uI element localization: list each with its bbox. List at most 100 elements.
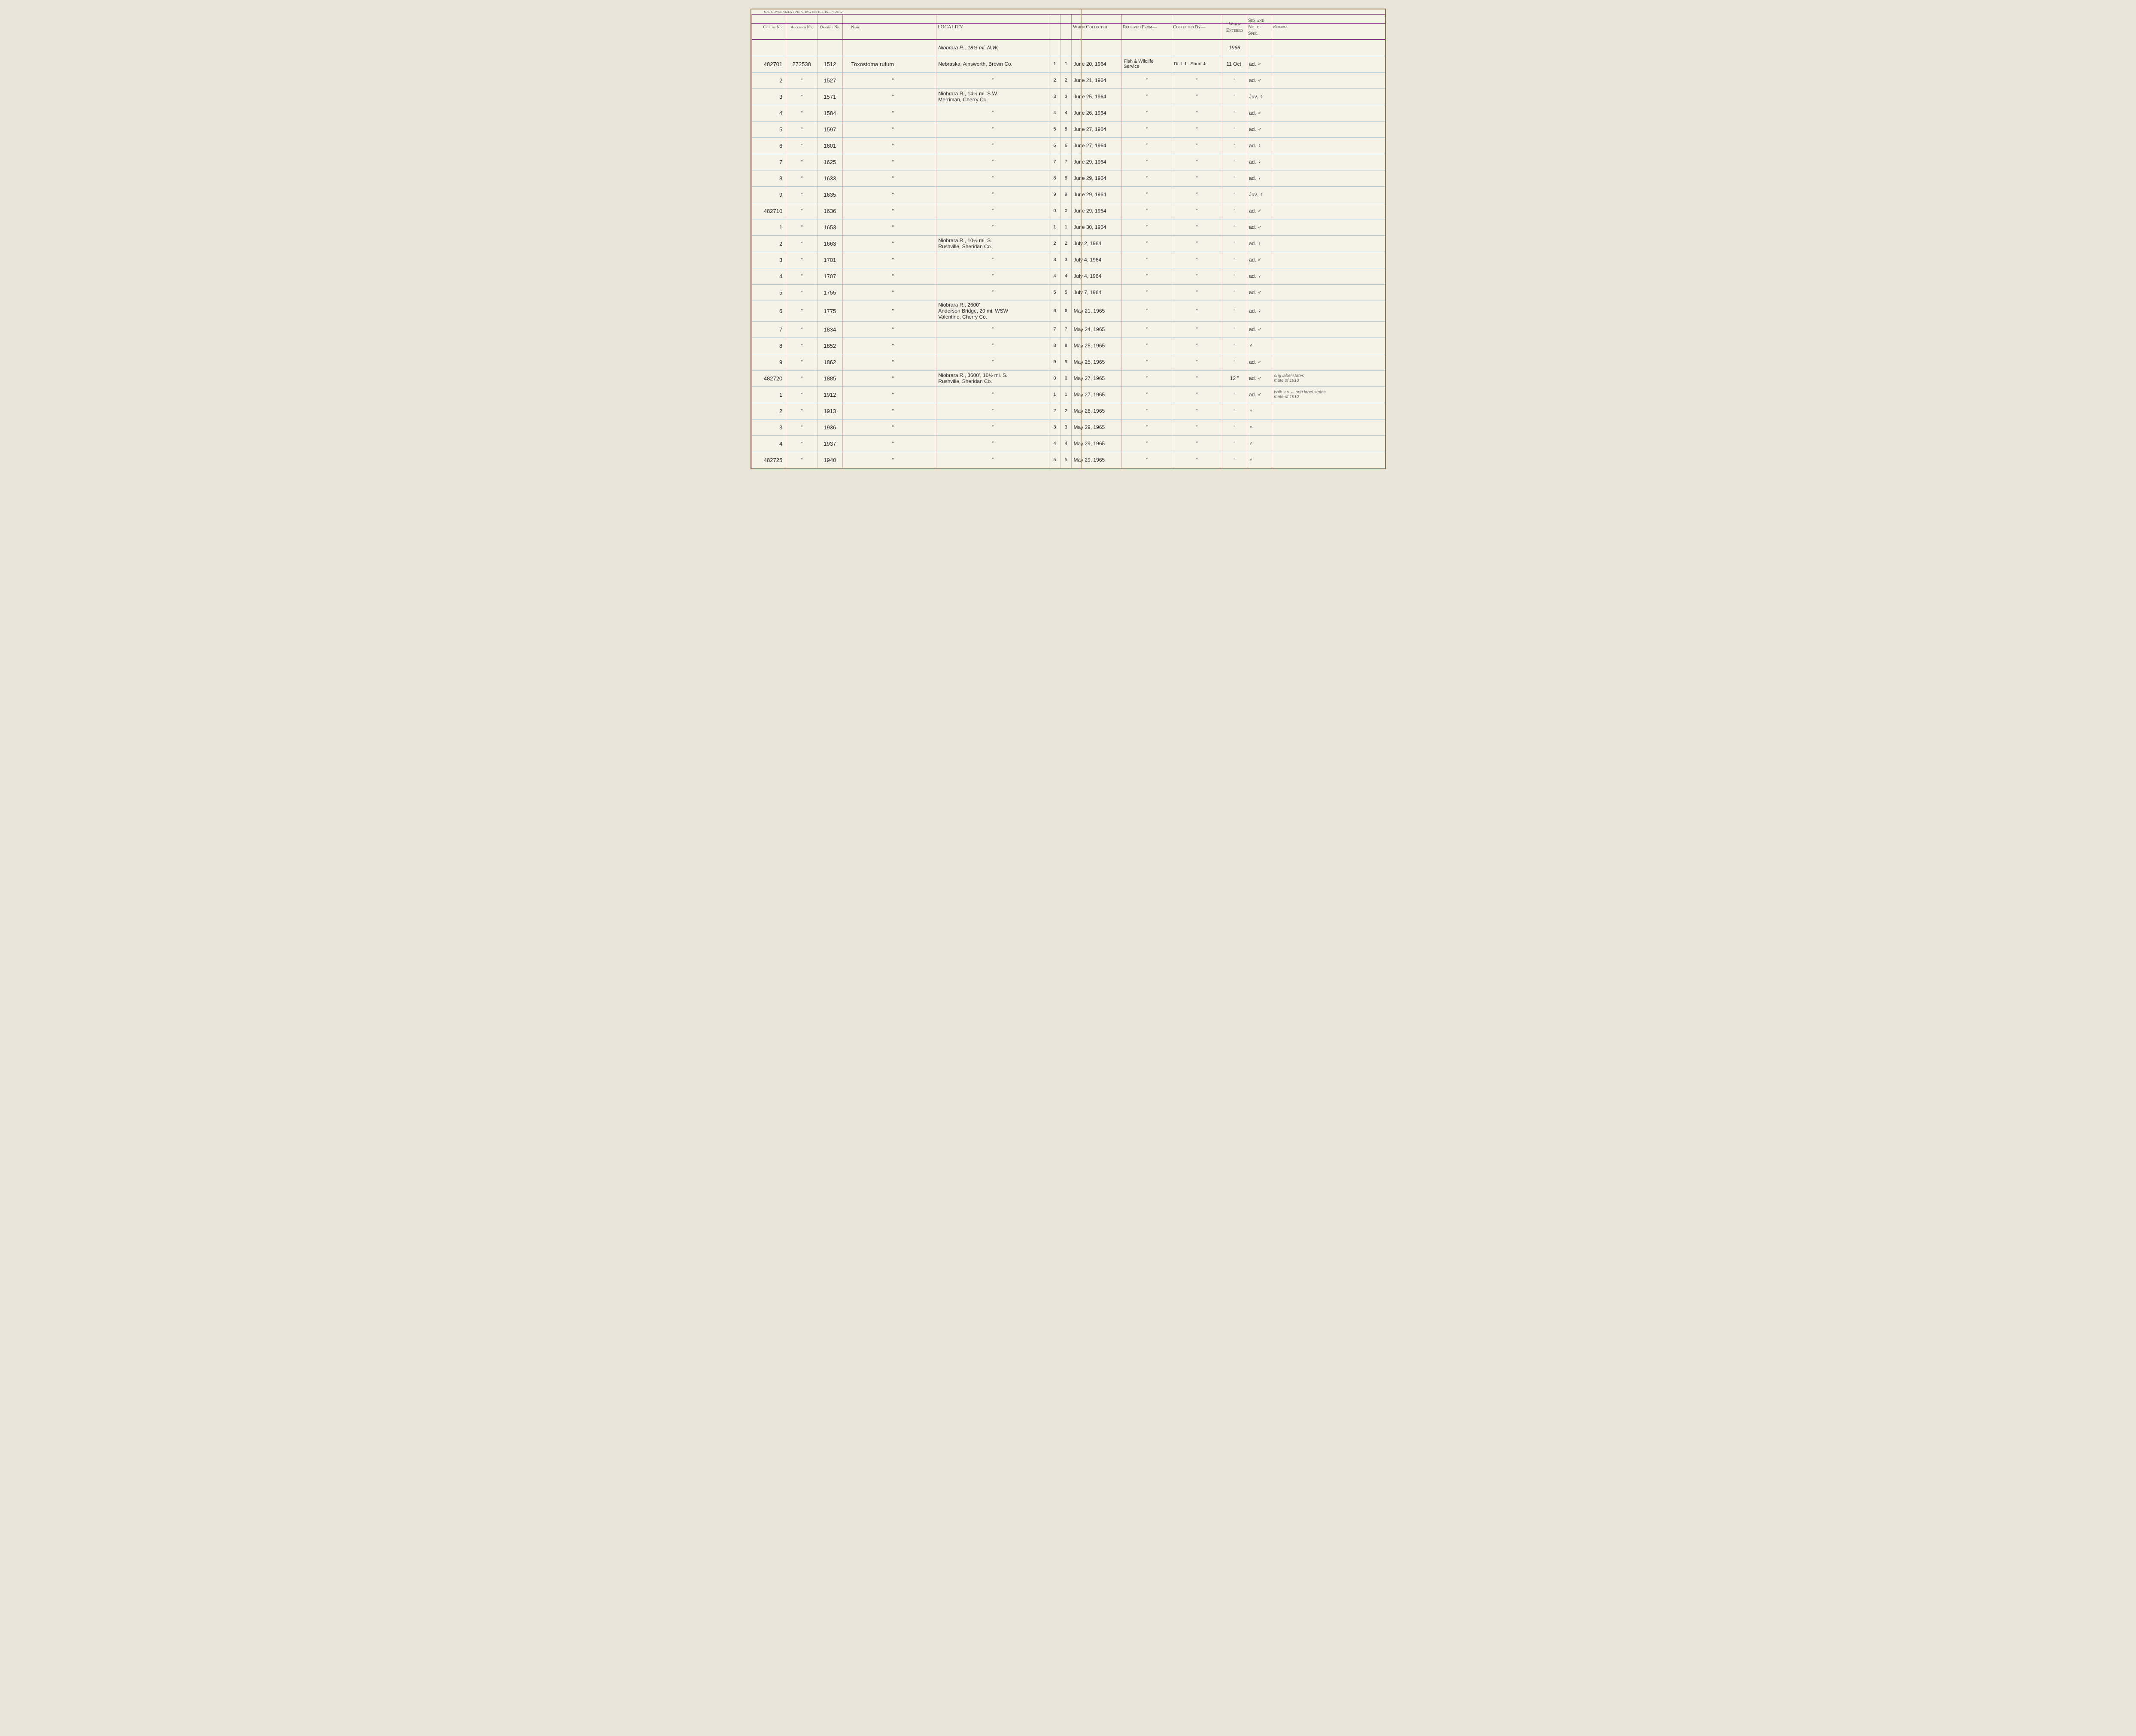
- remarks: [1272, 203, 1385, 219]
- locality: ″: [936, 72, 1049, 88]
- when-collected: June 27, 1964: [1072, 137, 1122, 154]
- row-idx-right: 1: [1060, 386, 1072, 403]
- table-row: 482725″1940″″55May 29, 1965″″″♂: [752, 452, 1385, 468]
- when-entered: ″: [1222, 88, 1247, 105]
- table-row: 482720″1885″Niobrara R., 3600', 10½ mi. …: [752, 370, 1385, 386]
- collected-by: ″: [1172, 219, 1222, 235]
- when-entered: ″: [1222, 354, 1247, 370]
- locality: ″: [936, 435, 1049, 452]
- cell: [1122, 40, 1172, 56]
- locality: ″: [936, 419, 1049, 435]
- collected-by: ″: [1172, 72, 1222, 88]
- catalog-no: 8: [752, 337, 786, 354]
- catalog-no: 482725: [752, 452, 786, 468]
- received-from: Fish & Wildlife Service: [1122, 56, 1172, 72]
- col-accession: Accession No.: [786, 14, 817, 40]
- received-from: ″: [1122, 419, 1172, 435]
- col-idx-right: [1060, 14, 1072, 40]
- remarks: [1272, 235, 1385, 252]
- collected-by: ″: [1172, 252, 1222, 268]
- locality: ″: [936, 354, 1049, 370]
- when-entered: ″: [1222, 419, 1247, 435]
- specimen-name: ″: [842, 301, 936, 321]
- catalog-no: 482710: [752, 203, 786, 219]
- catalog-no: 4: [752, 105, 786, 121]
- remarks: [1272, 121, 1385, 137]
- sex-spec: ad. ♂: [1247, 72, 1272, 88]
- cell: [752, 40, 786, 56]
- locality: Niobrara R., 14½ mi. S.W. Merriman, Cher…: [936, 88, 1049, 105]
- row-idx-right: 7: [1060, 154, 1072, 170]
- specimen-name: ″: [842, 386, 936, 403]
- received-from: ″: [1122, 154, 1172, 170]
- row-idx-left: 5: [1049, 121, 1060, 137]
- row-idx-left: 5: [1049, 284, 1060, 301]
- received-from: ″: [1122, 105, 1172, 121]
- table-row: 2″1913″″22May 28, 1965″″″♂: [752, 403, 1385, 419]
- original-no: 1852: [817, 337, 842, 354]
- collected-by: ″: [1172, 137, 1222, 154]
- original-no: 1913: [817, 403, 842, 419]
- when-collected: June 21, 1964: [1072, 72, 1122, 88]
- specimen-name: ″: [842, 203, 936, 219]
- row-idx-left: 4: [1049, 268, 1060, 284]
- specimen-name: ″: [842, 235, 936, 252]
- row-idx-left: 6: [1049, 301, 1060, 321]
- accession-no: 272538: [786, 56, 817, 72]
- when-collected: May 29, 1965: [1072, 419, 1122, 435]
- when-entered: ″: [1222, 121, 1247, 137]
- received-from: ″: [1122, 386, 1172, 403]
- catalog-no: 3: [752, 252, 786, 268]
- table-row: 3″1571″Niobrara R., 14½ mi. S.W. Merrima…: [752, 88, 1385, 105]
- when-entered: ″: [1222, 105, 1247, 121]
- table-row: 2″1527″″22June 21, 1964″″″ad. ♂: [752, 72, 1385, 88]
- specimen-name: Toxostoma rufum: [842, 56, 936, 72]
- collected-by: ″: [1172, 203, 1222, 219]
- row-idx-left: 8: [1049, 170, 1060, 186]
- collected-by: ″: [1172, 105, 1222, 121]
- row-idx-right: 5: [1060, 452, 1072, 468]
- accession-no: ″: [786, 105, 817, 121]
- catalog-no: 3: [752, 419, 786, 435]
- original-no: 1834: [817, 321, 842, 337]
- table-row: 482710″1636″″00June 29, 1964″″″ad. ♂: [752, 203, 1385, 219]
- remarks: [1272, 268, 1385, 284]
- catalog-no: 5: [752, 284, 786, 301]
- sex-spec: ad. ♂: [1247, 219, 1272, 235]
- accession-no: ″: [786, 403, 817, 419]
- row-idx-right: 9: [1060, 354, 1072, 370]
- cell: [1247, 40, 1272, 56]
- catalog-no: 4: [752, 268, 786, 284]
- received-from: ″: [1122, 268, 1172, 284]
- accession-no: ″: [786, 72, 817, 88]
- row-idx-left: 9: [1049, 354, 1060, 370]
- col-sex: Sex and No. of Spec.: [1247, 14, 1272, 40]
- row-idx-left: 2: [1049, 403, 1060, 419]
- locality: ″: [936, 452, 1049, 468]
- collected-by: ″: [1172, 235, 1222, 252]
- accession-no: ″: [786, 203, 817, 219]
- original-no: 1937: [817, 435, 842, 452]
- cell: [786, 40, 817, 56]
- accession-no: ″: [786, 186, 817, 203]
- remarks: [1272, 154, 1385, 170]
- accession-no: ″: [786, 321, 817, 337]
- specimen-name: ″: [842, 105, 936, 121]
- collected-by: ″: [1172, 419, 1222, 435]
- collected-by: ″: [1172, 370, 1222, 386]
- accession-no: ″: [786, 252, 817, 268]
- catalog-no: 1: [752, 219, 786, 235]
- when-collected: May 25, 1965: [1072, 354, 1122, 370]
- when-collected: June 29, 1964: [1072, 186, 1122, 203]
- remarks: [1272, 452, 1385, 468]
- when-entered: ″: [1222, 154, 1247, 170]
- row-idx-left: 3: [1049, 252, 1060, 268]
- received-from: ″: [1122, 370, 1172, 386]
- col-collected: When Collected: [1072, 14, 1122, 40]
- row-idx-right: 5: [1060, 121, 1072, 137]
- row-idx-left: 3: [1049, 88, 1060, 105]
- when-entered: ″: [1222, 170, 1247, 186]
- sex-spec: ad. ♀: [1247, 235, 1272, 252]
- received-from: ″: [1122, 121, 1172, 137]
- original-no: 1527: [817, 72, 842, 88]
